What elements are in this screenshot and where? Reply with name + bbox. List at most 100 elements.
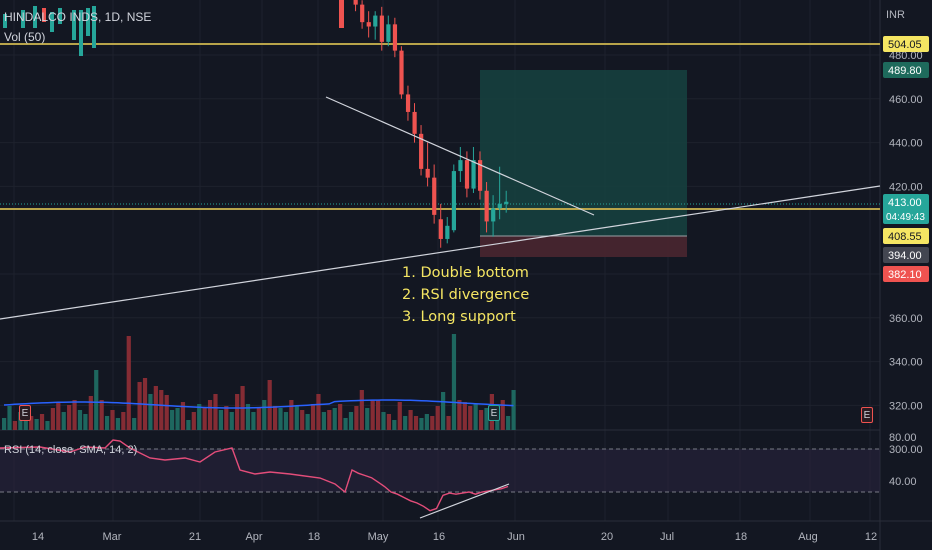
volume-bar (262, 400, 267, 430)
earnings-event-icon[interactable]: E (19, 405, 31, 421)
candle (379, 15, 384, 42)
rsi-axis[interactable]: 80.00 40.00 (889, 432, 917, 488)
rsi-divergence-line[interactable] (419, 483, 510, 519)
volume-bar (375, 400, 381, 430)
volume-bar (441, 392, 446, 430)
volume-bar (506, 416, 511, 430)
candle (405, 94, 411, 112)
volume-bar (202, 408, 207, 430)
volume-bar (457, 400, 462, 430)
volume-bar (180, 402, 186, 430)
volume-bar (7, 406, 12, 430)
candle (412, 111, 417, 134)
volume-indicator-label[interactable]: Vol (50) (4, 30, 46, 44)
time-tick-label: May (368, 531, 389, 543)
volume-bar (99, 400, 104, 430)
price-tick-label: 360.00 (889, 313, 923, 325)
volume-bar (159, 390, 164, 430)
candle (419, 133, 424, 169)
price-badge-label: 408.55 (888, 231, 922, 243)
rsi-tick-label: 80.00 (889, 432, 917, 444)
volume-bar (413, 416, 419, 430)
candle (491, 208, 496, 222)
candle (478, 160, 483, 191)
volume-bar (327, 410, 332, 430)
volume-bar (354, 406, 359, 430)
earnings-event-icon[interactable]: E (861, 407, 873, 423)
time-tick-label: 21 (189, 531, 201, 543)
volume-ma-line (3, 399, 514, 409)
candle (86, 8, 90, 36)
volume-bar (267, 380, 272, 430)
volume-bar (137, 382, 142, 430)
earnings-event-icon[interactable]: E (488, 405, 500, 421)
volume-bar (468, 406, 473, 430)
candle (373, 15, 378, 27)
price-axis[interactable]: 480.00460.00440.00420.00380.00360.00340.… (889, 50, 923, 456)
price-badge-label: 504.05 (888, 39, 922, 51)
annotation-line-2: 2. RSI divergence (402, 287, 530, 303)
time-axis[interactable]: 14 Mar 21 Apr 18 May 16 Jun 20 Jul 18 Aug 12 (32, 531, 877, 543)
candles (3, 0, 509, 248)
rsi-indicator-label[interactable]: RSI (14, close, SMA, 14, 2) (4, 444, 138, 456)
candle (471, 160, 476, 189)
volume-bar (424, 414, 429, 430)
volume-bar (121, 412, 126, 430)
volume-bar (39, 414, 45, 430)
volume-bar (34, 419, 39, 430)
volume-bar (343, 418, 348, 430)
volume-bar (245, 404, 251, 430)
volume-bar (170, 410, 175, 430)
candle (432, 177, 437, 215)
candle (484, 190, 489, 222)
volume-bar (77, 410, 83, 430)
price-badge-label: 489.80 (888, 65, 922, 77)
volume-bar (473, 404, 478, 430)
volume-bar (2, 418, 7, 430)
candle (72, 10, 76, 40)
price-tick-label: 300.00 (889, 444, 923, 456)
volume-bar (175, 408, 180, 430)
price-badge-label: 394.00 (888, 250, 922, 262)
volume-bar (18, 412, 23, 430)
candle (366, 22, 371, 27)
volume-bar (61, 412, 66, 430)
candle (79, 10, 83, 56)
price-badges: 504.05 489.80 413.00 04:49:43 408.55 394.00 38… (883, 36, 929, 282)
long-target-zone[interactable] (480, 70, 687, 236)
time-tick-label: Apr (245, 531, 262, 543)
price-badge (883, 247, 929, 263)
time-tick-label: Mar (103, 531, 122, 543)
volume-bar (218, 410, 223, 430)
time-tick-label: 12 (865, 531, 877, 543)
volume-bar (305, 414, 310, 430)
long-support-trendline[interactable] (0, 185, 881, 320)
volume-bar (207, 400, 213, 430)
time-tick-label: Aug (798, 531, 818, 543)
volume-bar (29, 416, 34, 430)
symbol-title[interactable]: HINDALCO INDS, 1D, NSE (4, 10, 152, 24)
time-tick-label: 20 (601, 531, 613, 543)
rsi-line (0, 439, 509, 512)
volume-bar (419, 418, 424, 430)
volume-bar (484, 408, 489, 430)
time-tick-label: 14 (32, 531, 44, 543)
descending-trendline[interactable] (325, 96, 595, 216)
candle (353, 0, 358, 5)
volume-bar (191, 412, 196, 430)
candle (360, 4, 365, 23)
volume-bar (300, 410, 305, 430)
price-badge (883, 228, 929, 244)
volume-bar (310, 404, 316, 430)
volume-bar (213, 394, 218, 430)
trade-annotation[interactable]: 1. Double bottom 2. RSI divergence 3. Lo… (402, 262, 529, 328)
time-tick-label: 18 (308, 531, 320, 543)
annotation-line-1: 1. Double bottom (402, 265, 529, 281)
candle (50, 12, 54, 32)
long-stop-zone[interactable] (480, 236, 687, 257)
price-badge (883, 266, 929, 282)
volume-bar (403, 416, 408, 430)
volume-bar (511, 390, 516, 430)
